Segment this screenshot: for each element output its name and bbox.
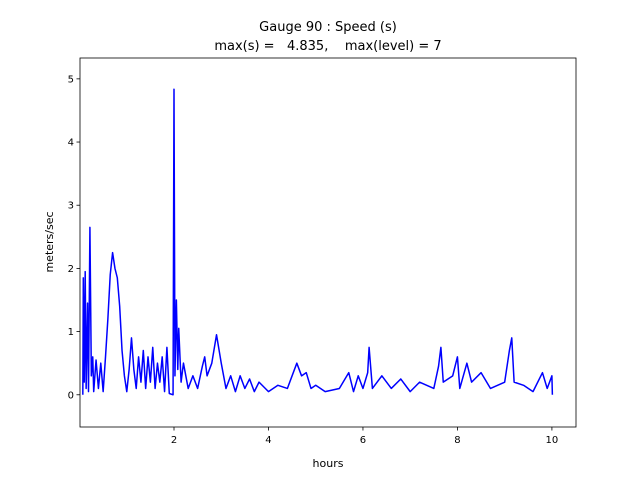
x-tick-label: 6 — [360, 435, 366, 446]
x-tick-label: 8 — [454, 435, 460, 446]
y-tick-label: 1 — [68, 327, 74, 338]
y-tick-label: 2 — [68, 264, 74, 275]
plot-frame — [79, 57, 577, 428]
x-tick-label: 2 — [171, 435, 177, 446]
x-tick-label: 10 — [546, 435, 559, 446]
chart-subtitle: max(s) = 4.835, max(level) = 7 — [214, 39, 441, 54]
y-tick-label: 4 — [68, 138, 74, 149]
chart-title: Gauge 90 : Speed (s) — [259, 20, 397, 35]
y-axis-label: meters/sec — [43, 211, 56, 272]
x-tick-label: 4 — [265, 435, 271, 446]
x-axis-label: hours — [313, 457, 344, 470]
y-tick-label: 3 — [68, 201, 74, 212]
data-line — [82, 88, 554, 396]
y-tick-label: 5 — [68, 74, 74, 85]
y-tick-label: 0 — [68, 390, 74, 401]
